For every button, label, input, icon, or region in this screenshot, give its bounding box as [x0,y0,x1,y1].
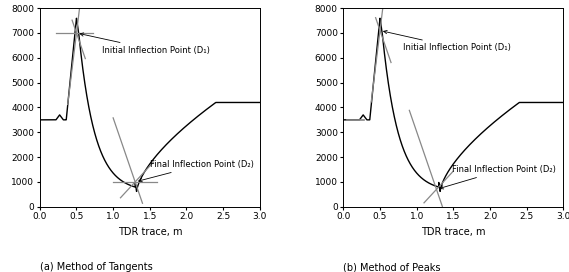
Text: (a) Method of Tangents: (a) Method of Tangents [40,262,152,272]
Text: Initial Inflection Point (D₁): Initial Inflection Point (D₁) [80,33,210,55]
Text: Initial Inflection Point (D₁): Initial Inflection Point (D₁) [384,30,512,52]
Text: (b) Method of Peaks: (b) Method of Peaks [343,262,441,272]
X-axis label: TDR trace, m: TDR trace, m [118,227,182,237]
Text: Final Inflection Point (D₂): Final Inflection Point (D₂) [139,160,254,182]
X-axis label: TDR trace, m: TDR trace, m [421,227,485,237]
Text: Final Inflection Point (D₂): Final Inflection Point (D₂) [440,165,556,189]
